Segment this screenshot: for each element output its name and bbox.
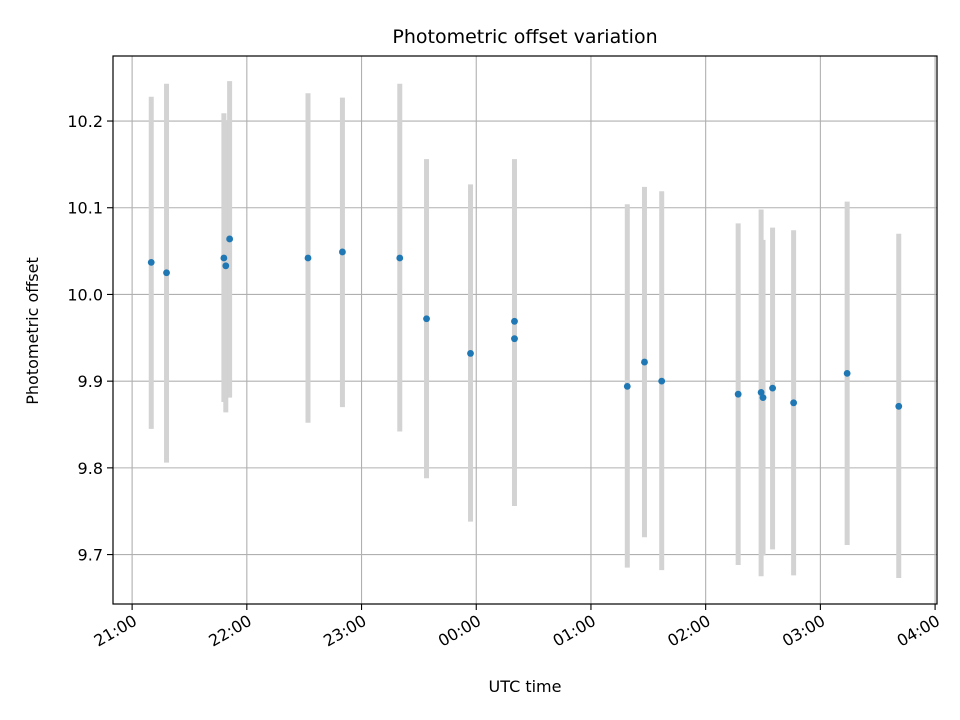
x-tick-label: 02:00 (664, 611, 713, 651)
data-point (895, 402, 903, 410)
data-point (467, 350, 474, 357)
data-point (734, 390, 742, 398)
data-point (226, 235, 234, 243)
data-point (757, 389, 765, 396)
data-point (759, 394, 767, 402)
x-tick-label: 23:00 (320, 611, 369, 651)
data-point (304, 254, 312, 262)
data-point (641, 358, 648, 366)
y-tick-label: 10.0 (67, 285, 103, 304)
y-tick-label: 9.7 (78, 546, 103, 565)
x-axis-label: UTC time (489, 677, 562, 696)
x-tick-label: 22:00 (205, 611, 254, 651)
x-tick-label: 21:00 (91, 611, 140, 651)
data-point (511, 335, 518, 343)
data-point (396, 254, 404, 262)
x-tick-label: 04:00 (894, 611, 943, 651)
data-point (843, 369, 851, 377)
x-tick-label: 00:00 (435, 611, 484, 651)
y-tick-label: 9.9 (78, 372, 103, 391)
x-tick-label: 01:00 (550, 611, 599, 651)
data-point (339, 248, 346, 256)
y-axis-label: Photometric offset (23, 257, 42, 405)
error-bars (148, 81, 902, 578)
x-tick-label: 03:00 (779, 611, 828, 651)
y-tick-label: 9.8 (78, 459, 103, 478)
plot-frame (112, 55, 938, 605)
y-tick-label: 10.2 (67, 112, 103, 131)
data-point (222, 262, 230, 270)
data-point (147, 258, 155, 266)
data-point (220, 254, 228, 262)
y-axis: 9.7 9.8 9.9 10.0 10.1 10.2 (67, 112, 113, 565)
x-axis: 21:00 22:00 23:00 00:00 01:00 02:00 03:00 04:00 (91, 604, 943, 651)
data-point (790, 399, 798, 407)
data-points (147, 235, 903, 410)
data-point (769, 384, 776, 392)
chart-title: Photometric offset variation (392, 26, 657, 48)
data-point (511, 317, 518, 325)
y-tick-label: 10.1 (67, 199, 103, 218)
data-point (623, 382, 631, 390)
data-point (163, 269, 170, 277)
data-point (658, 377, 666, 385)
grid (113, 56, 937, 604)
data-point (423, 315, 430, 323)
